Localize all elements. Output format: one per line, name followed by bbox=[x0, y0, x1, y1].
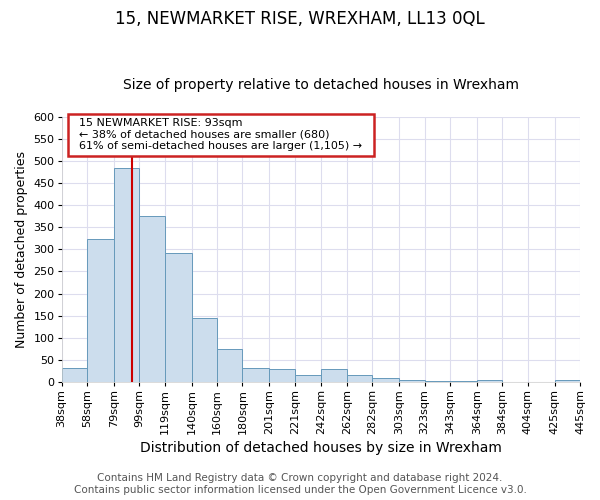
Bar bbox=[242, 368, 269, 382]
Bar bbox=[477, 380, 502, 382]
Text: Contains HM Land Registry data © Crown copyright and database right 2024.
Contai: Contains HM Land Registry data © Crown c… bbox=[74, 474, 526, 495]
Bar bbox=[322, 369, 347, 382]
Y-axis label: Number of detached properties: Number of detached properties bbox=[15, 151, 28, 348]
Title: Size of property relative to detached houses in Wrexham: Size of property relative to detached ho… bbox=[123, 78, 519, 92]
Bar bbox=[347, 376, 373, 382]
Bar bbox=[139, 216, 165, 382]
Bar bbox=[87, 239, 114, 382]
Bar bbox=[165, 254, 191, 382]
X-axis label: Distribution of detached houses by size in Wrexham: Distribution of detached houses by size … bbox=[140, 441, 502, 455]
Bar bbox=[295, 375, 322, 382]
Text: 15 NEWMARKET RISE: 93sqm
  ← 38% of detached houses are smaller (680)
  61% of s: 15 NEWMARKET RISE: 93sqm ← 38% of detach… bbox=[72, 118, 369, 152]
Bar bbox=[269, 369, 295, 382]
Bar bbox=[191, 318, 217, 382]
Bar bbox=[114, 168, 139, 382]
Bar bbox=[217, 349, 242, 382]
Bar bbox=[62, 368, 87, 382]
Bar bbox=[450, 380, 477, 382]
Text: 15, NEWMARKET RISE, WREXHAM, LL13 0QL: 15, NEWMARKET RISE, WREXHAM, LL13 0QL bbox=[115, 10, 485, 28]
Bar bbox=[399, 380, 425, 382]
Bar bbox=[425, 380, 450, 382]
Bar bbox=[554, 380, 580, 382]
Bar bbox=[373, 378, 399, 382]
